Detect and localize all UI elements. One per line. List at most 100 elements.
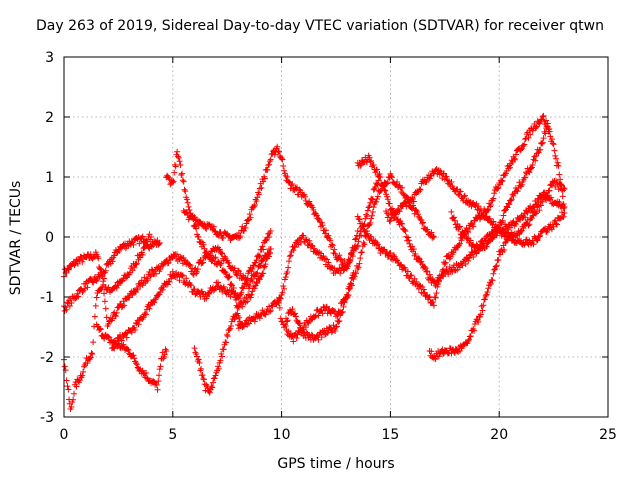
data-point	[433, 290, 440, 297]
data-point	[421, 264, 428, 271]
data-point	[79, 372, 86, 379]
data-point	[495, 224, 502, 231]
data-point	[445, 271, 452, 278]
data-point	[282, 274, 289, 281]
data-point	[353, 235, 360, 242]
data-point	[79, 289, 86, 296]
data-point	[355, 215, 362, 222]
data-point	[285, 264, 292, 271]
data-point	[194, 268, 201, 275]
data-point	[278, 155, 285, 162]
data-point	[289, 306, 296, 313]
data-point	[123, 334, 130, 341]
series-track-12	[354, 152, 568, 289]
data-point	[182, 188, 189, 195]
data-point	[68, 403, 75, 410]
data-point	[426, 293, 433, 300]
data-point	[113, 309, 120, 316]
data-point	[475, 203, 482, 210]
data-point	[210, 375, 217, 382]
data-point	[520, 142, 527, 149]
data-point	[435, 278, 442, 285]
data-point	[538, 202, 545, 209]
data-point	[544, 123, 551, 130]
data-point	[347, 258, 354, 265]
data-point	[358, 249, 365, 256]
data-point	[266, 308, 273, 315]
data-point	[105, 261, 112, 268]
data-point	[337, 270, 344, 277]
data-point	[311, 245, 318, 252]
data-point	[230, 284, 237, 291]
data-point	[194, 266, 201, 273]
series-track-1	[61, 237, 163, 296]
data-point	[551, 147, 558, 154]
data-point	[410, 246, 417, 253]
data-point	[461, 193, 468, 200]
data-point	[203, 381, 210, 388]
data-point	[303, 237, 310, 244]
data-point	[219, 250, 226, 257]
x-axis-label: GPS time / hours	[277, 456, 395, 472]
data-point	[358, 161, 365, 168]
data-point	[100, 282, 107, 289]
y-tick-label: 2	[45, 110, 54, 126]
x-tick-label: 5	[168, 427, 177, 443]
data-point	[512, 151, 519, 158]
data-point	[74, 260, 81, 267]
data-point	[297, 239, 304, 246]
data-point	[93, 294, 100, 301]
data-point	[374, 166, 381, 173]
data-point	[456, 224, 463, 231]
data-point	[125, 347, 132, 354]
data-point	[428, 229, 435, 236]
data-point	[357, 162, 364, 169]
data-point	[249, 278, 256, 285]
data-point	[384, 180, 391, 187]
data-point	[448, 208, 455, 215]
data-point	[338, 309, 345, 316]
data-point	[492, 263, 499, 270]
data-point	[344, 292, 351, 299]
data-point	[359, 222, 366, 229]
data-point	[404, 234, 411, 241]
data-point	[256, 191, 263, 198]
data-point	[350, 270, 357, 276]
data-point	[537, 232, 544, 239]
data-point	[63, 306, 70, 313]
data-point	[299, 326, 306, 333]
data-point	[233, 312, 240, 319]
grid	[64, 57, 608, 417]
data-point	[440, 266, 447, 273]
data-point	[191, 286, 198, 293]
data-point	[495, 256, 502, 263]
data-point	[221, 268, 228, 275]
plot-frame	[63, 56, 609, 418]
data-point	[203, 249, 210, 256]
data-point	[424, 226, 431, 233]
data-point	[467, 237, 474, 244]
data-point	[266, 250, 273, 257]
data-point	[142, 310, 149, 317]
data-point	[140, 314, 147, 321]
data-point	[156, 372, 163, 379]
data-point	[404, 198, 411, 205]
data-point	[181, 186, 188, 193]
data-point	[528, 208, 535, 215]
data-point	[553, 155, 560, 162]
data-point	[196, 359, 203, 366]
data-point	[430, 234, 437, 240]
data-point	[302, 197, 309, 204]
data-point	[484, 207, 491, 214]
data-point	[101, 290, 108, 297]
data-point	[343, 264, 350, 271]
data-point	[420, 219, 427, 226]
data-point	[438, 271, 445, 278]
data-point	[430, 302, 437, 309]
data-point	[277, 315, 284, 322]
data-point	[405, 202, 412, 209]
data-point	[512, 156, 519, 163]
data-point	[65, 266, 72, 273]
data-point	[560, 201, 567, 208]
data-point	[170, 178, 177, 185]
